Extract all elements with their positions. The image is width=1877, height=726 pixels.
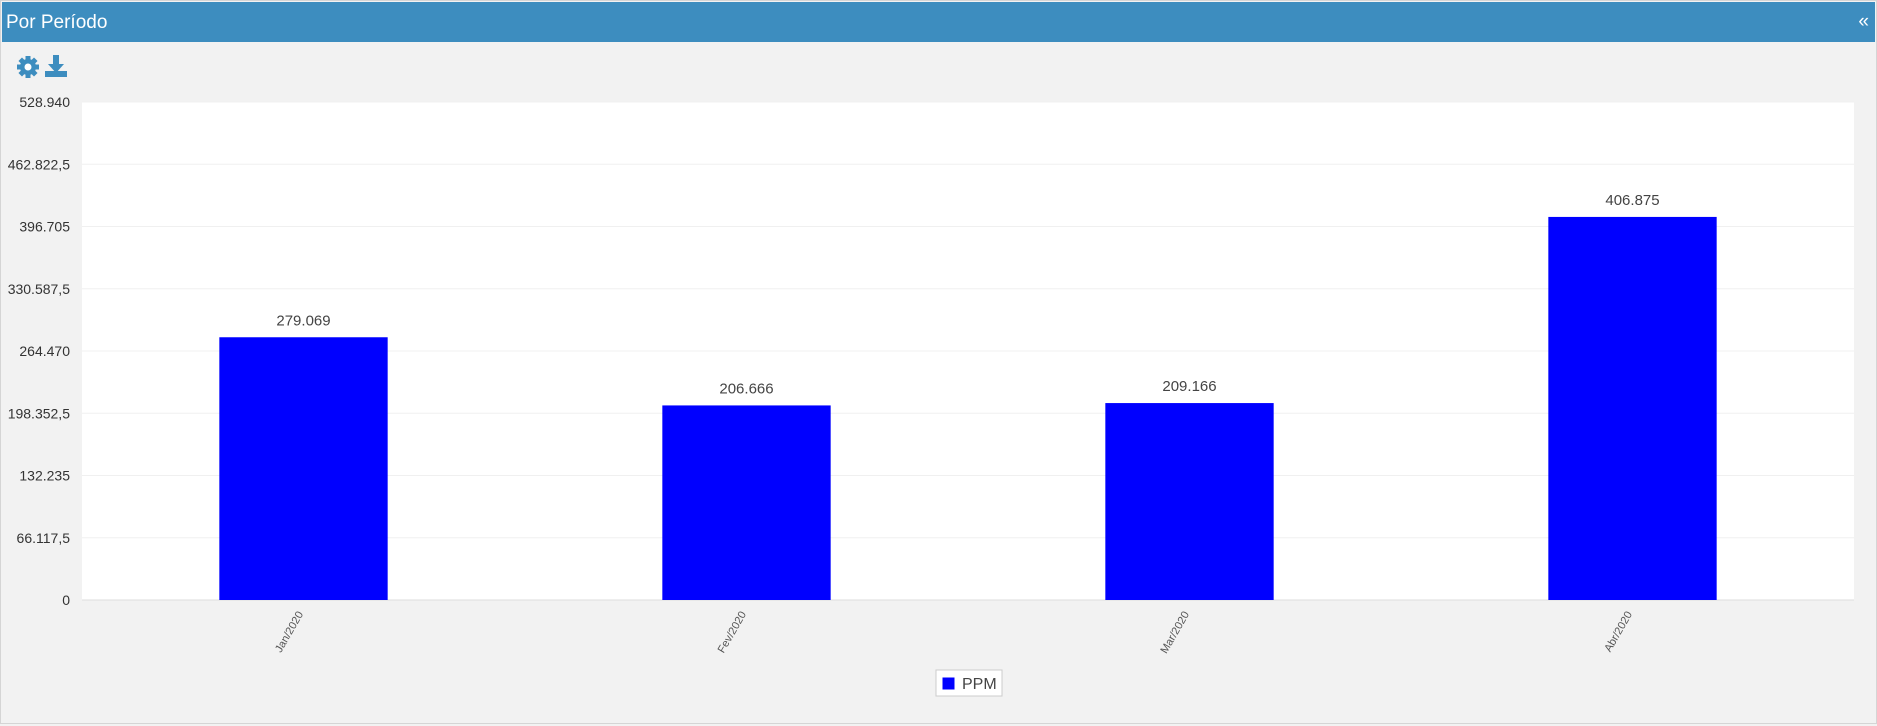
panel-title: Por Período	[6, 12, 108, 33]
bar	[219, 337, 388, 600]
bar	[1548, 216, 1717, 601]
value-label: 279.069	[276, 312, 330, 329]
y-tick-label: 132.235	[19, 468, 70, 484]
y-tick-label: 396.705	[19, 219, 70, 235]
x-tick-label: Fev/2020	[716, 610, 749, 656]
value-label: 406.875	[1605, 192, 1659, 209]
legend-swatch	[941, 676, 956, 691]
value-label: 206.666	[719, 380, 773, 397]
legend-label: PPM	[962, 676, 997, 693]
settings-icon[interactable]	[17, 56, 39, 78]
collapse-button[interactable]: «	[1858, 11, 1869, 32]
y-tick-label: 528.940	[19, 94, 70, 110]
y-tick-label: 264.470	[19, 343, 70, 359]
y-tick-label: 198.352,5	[8, 405, 70, 421]
x-tick-label: Mar/2020	[1158, 610, 1192, 656]
y-tick-label: 0	[62, 592, 70, 608]
bar	[662, 405, 831, 600]
x-tick-label: Jan/2020	[273, 610, 306, 655]
panel-header: Por Período «	[2, 2, 1875, 42]
x-tick-label: Abr/2020	[1602, 610, 1635, 655]
value-label: 209.166	[1162, 378, 1216, 395]
download-icon[interactable]	[45, 55, 67, 77]
bar	[1105, 403, 1274, 600]
y-tick-label: 66.117,5	[17, 530, 71, 546]
y-tick-label: 330.587,5	[8, 281, 70, 297]
y-tick-label: 462.822,5	[8, 156, 70, 172]
